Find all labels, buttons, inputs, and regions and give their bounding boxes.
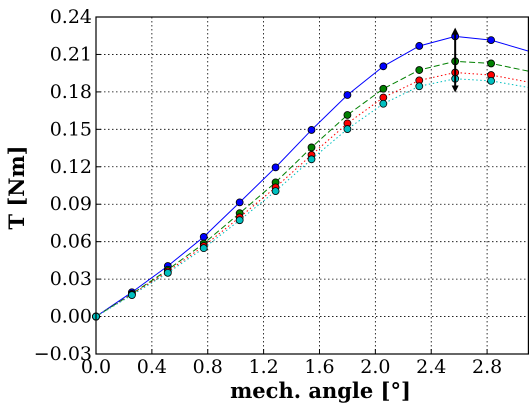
y-grid-lines — [96, 16, 529, 355]
data-point — [487, 59, 495, 68]
x-tick-label: 1.2 — [249, 356, 279, 378]
double-arrow-annotation — [451, 27, 459, 93]
arrow-head-up — [451, 27, 459, 35]
series-1 — [92, 32, 529, 321]
data-point — [163, 268, 172, 277]
data-point — [235, 198, 244, 207]
x-tick-label: 1.6 — [304, 356, 334, 378]
series-line — [95, 60, 529, 317]
y-axis-label: T [Nm] — [4, 145, 29, 229]
data-point — [271, 187, 280, 196]
data-point — [487, 36, 495, 44]
arrow-head-down — [451, 85, 459, 93]
x-tick-labels: 0.0 0.4 0.8 1.2 1.6 2.0 2.4 2.8 — [81, 356, 502, 378]
y-tick-label: 0.00 — [50, 306, 92, 328]
data-point — [415, 82, 424, 91]
y-tick-label: 0.03 — [50, 268, 92, 290]
y-tick-labels: −0.03 0.00 0.03 0.06 0.09 0.12 0.15 0.18 0.21 0.2… — [34, 6, 92, 365]
series-layer — [92, 32, 529, 321]
data-point — [379, 99, 388, 108]
data-point — [307, 155, 316, 164]
x-tick-label: 2.0 — [360, 356, 390, 378]
data-point — [128, 291, 136, 299]
x-tick-label: 0.8 — [193, 356, 223, 378]
y-tick-label: 0.12 — [50, 156, 92, 178]
series-4 — [92, 74, 529, 321]
data-point — [271, 163, 280, 172]
data-point — [343, 91, 352, 99]
x-tick-label: 2.8 — [472, 356, 502, 378]
data-point — [343, 125, 352, 133]
series-line — [95, 78, 529, 317]
y-tick-label: 0.18 — [50, 81, 92, 103]
series-line — [95, 72, 529, 317]
plot-frame — [95, 16, 529, 355]
data-point — [415, 42, 424, 50]
y-tick-label: 0.06 — [50, 231, 92, 253]
x-axis-label: mech. angle [°] — [230, 378, 411, 403]
data-point — [199, 244, 208, 253]
x-tick-label: 2.4 — [416, 356, 446, 378]
series-3 — [92, 68, 529, 321]
annotation-layer — [451, 27, 459, 93]
data-point — [235, 216, 244, 225]
x-grid-lines — [95, 17, 488, 354]
y-tick-label: 0.09 — [50, 193, 92, 215]
data-point — [379, 84, 388, 93]
data-point — [379, 62, 388, 71]
data-point — [415, 66, 424, 74]
x-tick-label: 0.0 — [81, 356, 111, 378]
data-point — [343, 111, 352, 119]
y-tick-label: 0.21 — [50, 43, 92, 65]
series-2 — [92, 57, 529, 321]
data-point — [487, 77, 495, 85]
data-point — [307, 126, 316, 134]
data-point — [199, 233, 208, 241]
y-tick-label: −0.03 — [34, 343, 92, 365]
y-tick-label: 0.24 — [50, 6, 92, 28]
x-tick-label: 0.4 — [137, 356, 167, 378]
y-tick-label: 0.15 — [50, 118, 92, 140]
data-point — [307, 143, 316, 152]
